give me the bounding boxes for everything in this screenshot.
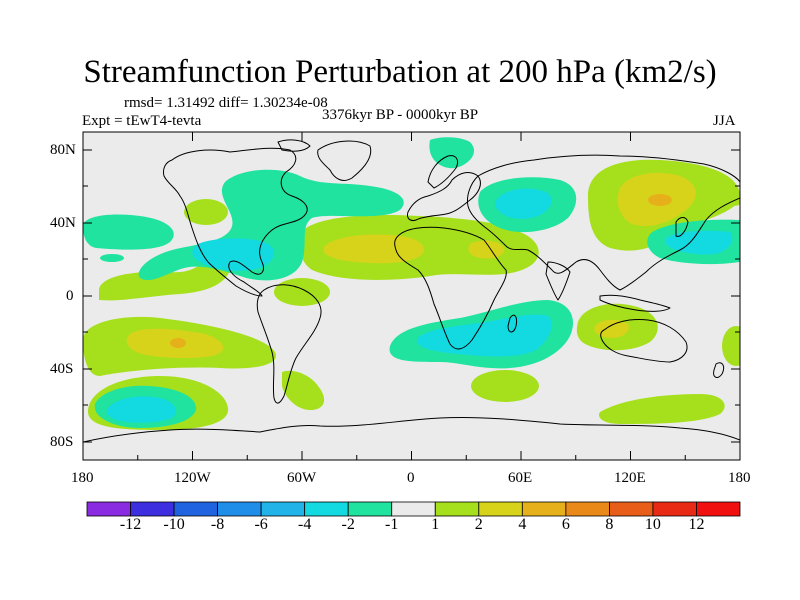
north-pacific-band xyxy=(83,214,174,250)
colorbar-label: 2 xyxy=(474,516,483,533)
lon-label-180e: 180 xyxy=(728,470,751,486)
positive-6-regions xyxy=(170,194,672,348)
south-america-blob xyxy=(282,370,325,410)
negative-4-regions xyxy=(106,188,733,423)
lat-label-0: 0 xyxy=(66,288,74,304)
period-label: 3376kyr BP - 0000kyr BP xyxy=(322,107,479,123)
colorbar-swatch xyxy=(652,501,697,517)
colorbar-swatch xyxy=(130,501,175,517)
dateline-blob xyxy=(722,326,740,366)
lat-label-40s: 40S xyxy=(50,361,74,377)
colorbar-swatch xyxy=(434,501,480,517)
colorbar-swatch xyxy=(173,501,218,517)
map-title: Streamfunction Perturbation at 200 hPa (… xyxy=(83,54,717,90)
stats-text: rmsd= 1.31492 diff= 1.30234e-08 xyxy=(124,95,328,111)
colorbar-swatch xyxy=(609,501,654,517)
experiment-label: Expt = tEwT4-tevta xyxy=(82,113,202,129)
coastlines xyxy=(83,139,740,443)
colorbar-label: 8 xyxy=(605,516,614,533)
colorbar-label: -10 xyxy=(163,516,185,533)
colorbar-swatch xyxy=(304,501,349,517)
lon-ticks xyxy=(82,132,741,460)
colorbar-swatch xyxy=(521,501,567,517)
colorbar-swatch xyxy=(696,501,741,517)
colorbar-label: -12 xyxy=(119,516,142,533)
colorbar-swatch xyxy=(86,501,131,517)
lon-label-180w: 180 xyxy=(71,470,94,486)
lat-label-40n: 40N xyxy=(50,215,76,231)
lat-ticks xyxy=(83,149,740,443)
tropical-atlantic-blob xyxy=(274,278,330,306)
lon-label-60w: 60W xyxy=(287,470,317,486)
lon-label-120e: 120E xyxy=(614,470,646,486)
colorbar-swatch xyxy=(391,501,436,517)
colorbar-label: -8 xyxy=(210,516,225,533)
lon-label-0: 0 xyxy=(407,470,415,486)
colorbar-label: 10 xyxy=(644,516,661,533)
indian-ocean-blob xyxy=(471,370,539,402)
lat-label-80n: 80N xyxy=(50,142,76,158)
colorbar-label: 12 xyxy=(688,516,705,533)
colorbar-label: 4 xyxy=(518,516,527,533)
colorbar-label: -4 xyxy=(297,516,312,533)
colorbar-swatch xyxy=(217,501,262,517)
ne-pacific-blob xyxy=(184,199,228,225)
southern-ocean-band xyxy=(598,394,725,424)
colorbar-label: 6 xyxy=(561,516,570,533)
colorbar-swatch xyxy=(565,501,610,517)
colorbar-label: -1 xyxy=(385,516,399,533)
colorbar xyxy=(86,501,741,517)
colorbar-swatch xyxy=(478,501,523,517)
colorbar-label: -2 xyxy=(341,516,355,533)
colorbar-swatch xyxy=(347,501,393,517)
lon-label-120w: 120W xyxy=(174,470,211,486)
colorbar-label: 1 xyxy=(431,516,440,533)
lon-label-60e: 60E xyxy=(508,470,533,486)
lat-label-80s: 80S xyxy=(50,434,74,450)
colorbar-label: -6 xyxy=(254,516,268,533)
season-label: JJA xyxy=(713,113,736,129)
contour-fields xyxy=(83,137,740,430)
colorbar-swatch xyxy=(260,501,306,517)
